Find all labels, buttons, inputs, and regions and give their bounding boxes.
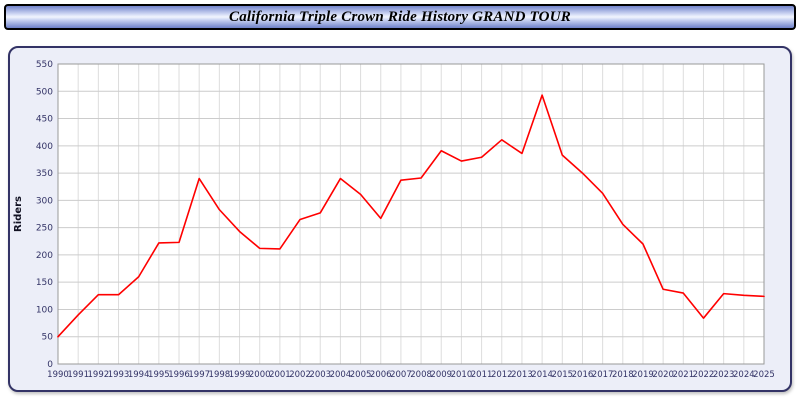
svg-text:2007: 2007 [390, 370, 412, 380]
svg-text:0: 0 [47, 360, 53, 370]
svg-text:150: 150 [36, 278, 53, 288]
svg-text:2004: 2004 [330, 370, 352, 380]
svg-text:2003: 2003 [309, 370, 331, 380]
svg-text:450: 450 [36, 115, 53, 125]
svg-text:2013: 2013 [511, 370, 533, 380]
svg-text:300: 300 [36, 196, 53, 206]
svg-text:2015: 2015 [551, 370, 573, 380]
svg-text:2002: 2002 [289, 370, 311, 380]
svg-text:2009: 2009 [430, 370, 452, 380]
svg-text:1996: 1996 [168, 370, 190, 380]
svg-text:1992: 1992 [88, 370, 110, 380]
svg-text:1990: 1990 [47, 370, 69, 380]
svg-text:2021: 2021 [672, 370, 694, 380]
svg-text:1999: 1999 [229, 370, 251, 380]
svg-text:2012: 2012 [491, 370, 513, 380]
svg-text:2005: 2005 [350, 370, 372, 380]
svg-text:2016: 2016 [572, 370, 594, 380]
svg-text:1998: 1998 [209, 370, 231, 380]
svg-text:2014: 2014 [531, 370, 553, 380]
svg-text:1993: 1993 [108, 370, 130, 380]
svg-text:2010: 2010 [451, 370, 473, 380]
svg-text:2018: 2018 [612, 370, 634, 380]
svg-text:100: 100 [36, 305, 53, 315]
svg-text:1997: 1997 [188, 370, 210, 380]
svg-text:250: 250 [36, 224, 53, 234]
page-title: California Triple Crown Ride History GRA… [229, 8, 571, 25]
chart-panel: 0 50 100 150 200 250 300 350 400 450 500 550 1990 199… [8, 46, 792, 392]
svg-text:2025: 2025 [753, 370, 775, 380]
svg-text:2020: 2020 [652, 370, 674, 380]
svg-text:2024: 2024 [733, 370, 755, 380]
chart-title-bar: California Triple Crown Ride History GRA… [4, 4, 796, 30]
svg-text:2000: 2000 [249, 370, 271, 380]
svg-text:400: 400 [36, 142, 53, 152]
svg-text:350: 350 [36, 169, 53, 179]
svg-text:2022: 2022 [693, 370, 715, 380]
svg-text:1995: 1995 [148, 370, 170, 380]
svg-text:1994: 1994 [128, 370, 150, 380]
svg-text:2019: 2019 [632, 370, 654, 380]
riders-line-chart: 0501001502002503003504004505005501990199… [13, 60, 775, 380]
y-axis-label: Riders [13, 196, 24, 232]
svg-text:2023: 2023 [713, 370, 735, 380]
svg-text:2001: 2001 [269, 370, 291, 380]
svg-text:2017: 2017 [592, 370, 614, 380]
svg-text:500: 500 [36, 87, 53, 97]
svg-text:50: 50 [42, 333, 54, 343]
svg-text:2008: 2008 [410, 370, 432, 380]
svg-text:200: 200 [36, 251, 53, 261]
svg-text:2006: 2006 [370, 370, 392, 380]
svg-text:1991: 1991 [67, 370, 89, 380]
svg-text:550: 550 [36, 60, 53, 70]
svg-text:2011: 2011 [471, 370, 493, 380]
